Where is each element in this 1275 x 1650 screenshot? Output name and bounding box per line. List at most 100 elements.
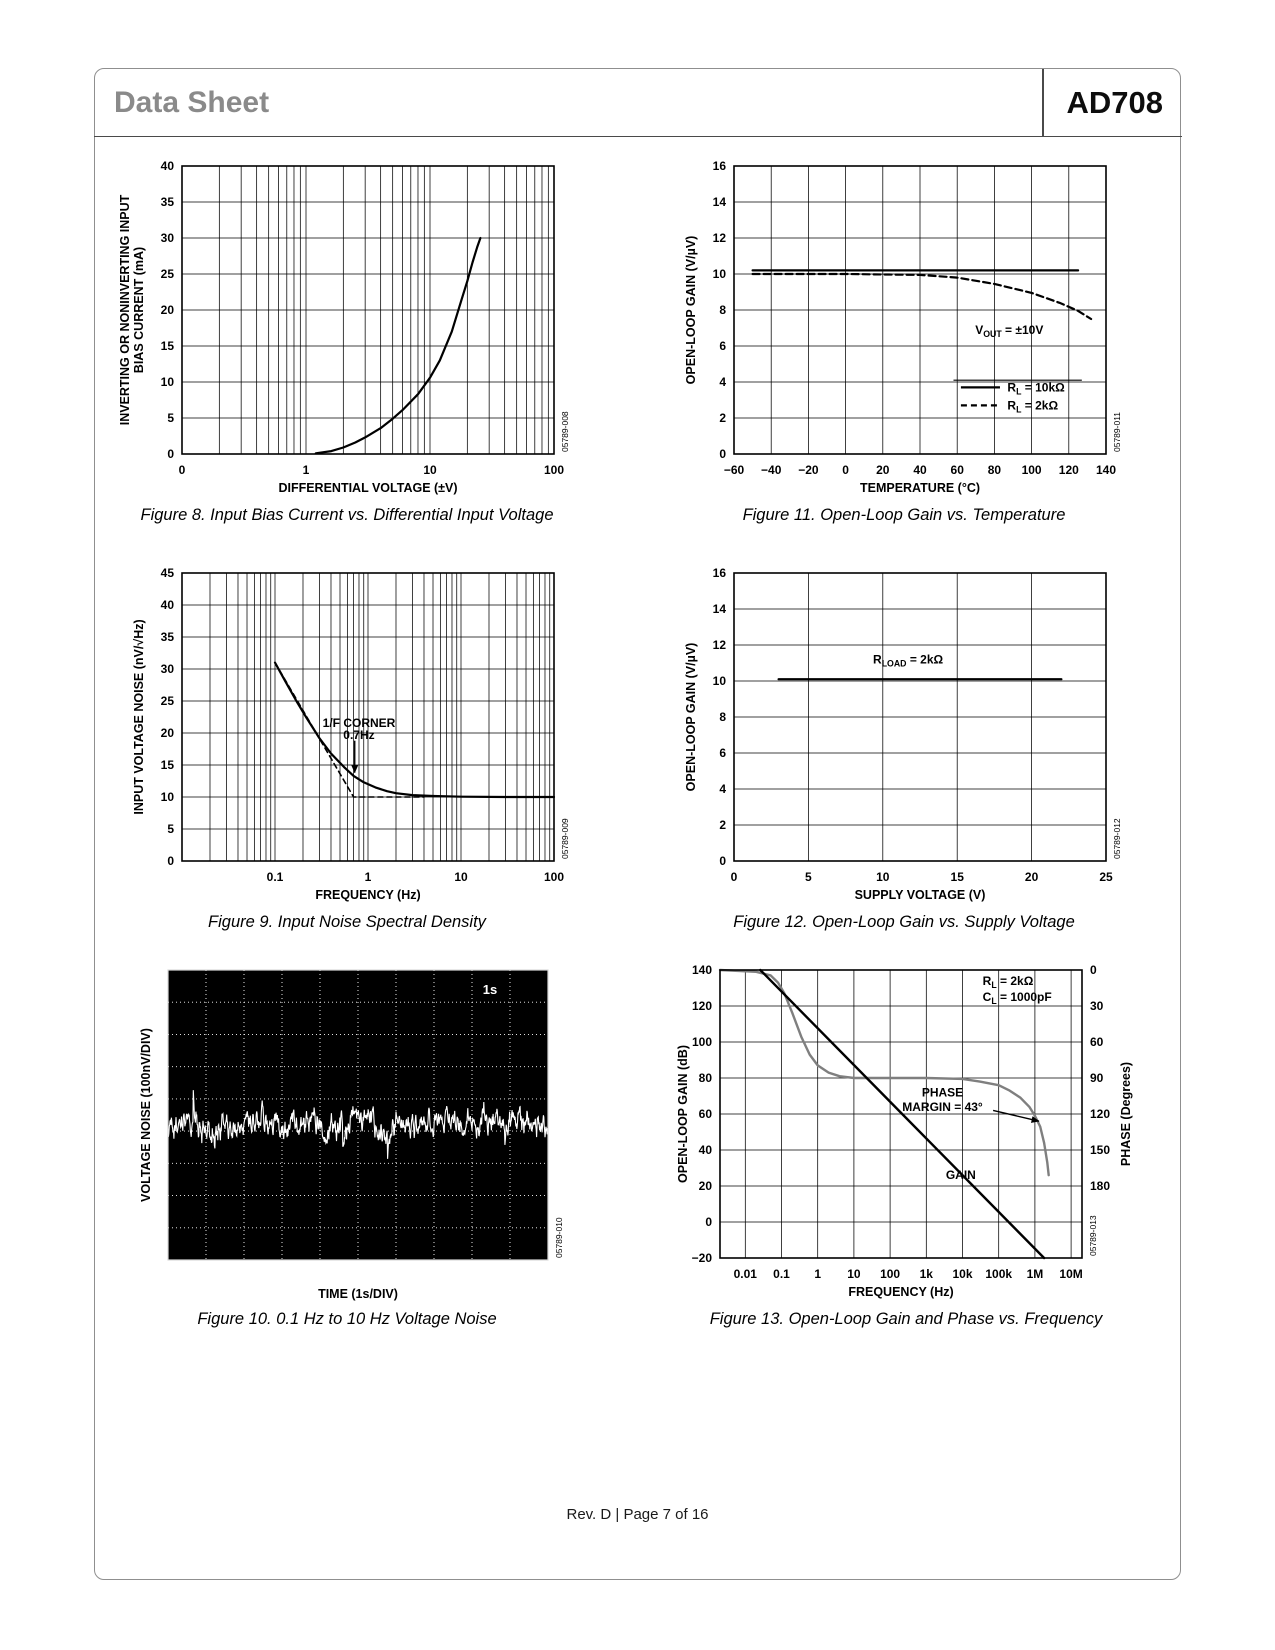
svg-text:RLOAD = 2kΩ: RLOAD = 2kΩ xyxy=(873,652,943,668)
footer-revision: Rev. D | Page 7 of 16 xyxy=(566,1506,709,1523)
svg-text:100k: 100k xyxy=(985,1267,1012,1281)
svg-text:25: 25 xyxy=(161,694,175,708)
svg-text:30: 30 xyxy=(161,231,175,245)
svg-text:RL = 10kΩ: RL = 10kΩ xyxy=(1007,380,1065,396)
svg-text:10k: 10k xyxy=(952,1267,972,1281)
svg-text:−20: −20 xyxy=(692,1251,713,1265)
svg-text:−20: −20 xyxy=(798,463,819,477)
svg-text:45: 45 xyxy=(161,566,175,580)
figure-10: 1s VOLTAGE NOISE (100nV/DIV) TIME (1s/DIV)… xyxy=(112,960,582,1329)
svg-text:40: 40 xyxy=(913,463,927,477)
svg-text:5: 5 xyxy=(167,822,174,836)
svg-text:40: 40 xyxy=(161,159,175,173)
svg-text:05789-008: 05789-008 xyxy=(560,411,570,452)
svg-text:30: 30 xyxy=(1090,999,1104,1013)
svg-text:INVERTING OR NONINVERTING INPU: INVERTING OR NONINVERTING INPUT xyxy=(118,194,132,425)
svg-text:MARGIN = 43°: MARGIN = 43° xyxy=(902,1100,983,1114)
svg-text:0: 0 xyxy=(167,447,174,461)
svg-text:0: 0 xyxy=(842,463,849,477)
svg-text:2: 2 xyxy=(719,818,726,832)
svg-text:10: 10 xyxy=(713,674,727,688)
svg-text:15: 15 xyxy=(951,870,965,884)
svg-text:10M: 10M xyxy=(1059,1267,1082,1281)
svg-text:0: 0 xyxy=(731,870,738,884)
svg-text:100: 100 xyxy=(692,1035,712,1049)
svg-text:12: 12 xyxy=(713,231,727,245)
svg-text:5: 5 xyxy=(167,411,174,425)
svg-text:GAIN: GAIN xyxy=(946,1168,976,1182)
svg-text:FREQUENCY (Hz): FREQUENCY (Hz) xyxy=(848,1285,953,1299)
figure-12: 0 5 10 15 20 25 0 2 4 6 8 10 12 14 16 SUPPLY VOLTAGE (V… xyxy=(664,563,1144,932)
svg-text:FREQUENCY (Hz): FREQUENCY (Hz) xyxy=(315,888,420,902)
svg-text:10: 10 xyxy=(423,463,437,477)
svg-text:TEMPERATURE (°C): TEMPERATURE (°C) xyxy=(860,481,980,495)
svg-text:150: 150 xyxy=(1090,1143,1110,1157)
svg-text:VOUT = ±10V: VOUT = ±10V xyxy=(975,323,1043,339)
svg-text:−60: −60 xyxy=(724,463,745,477)
figure-13-caption: Figure 13. Open-Loop Gain and Phase vs. … xyxy=(709,1310,1103,1328)
svg-text:1s: 1s xyxy=(483,982,497,997)
svg-text:OPEN-LOOP GAIN (dB): OPEN-LOOP GAIN (dB) xyxy=(676,1045,690,1183)
svg-text:120: 120 xyxy=(692,999,712,1013)
svg-text:1/F CORNER: 1/F CORNER xyxy=(323,716,396,730)
figure-13: 0.01 0.1 1 10 100 1k 10k 100k 1M 10M −20 0 20 40 60 80 1… xyxy=(656,960,1156,1329)
svg-text:60: 60 xyxy=(699,1107,713,1121)
svg-text:100: 100 xyxy=(544,463,564,477)
figure-10-scope: 1s VOLTAGE NOISE (100nV/DIV) TIME (1s/DIV)… xyxy=(139,969,564,1301)
svg-text:0.1: 0.1 xyxy=(267,870,284,884)
header-divider xyxy=(1042,69,1044,136)
figure-13-chart: 0.01 0.1 1 10 100 1k 10k 100k 1M 10M −20 0 20 40 60 80 1… xyxy=(676,963,1133,1299)
svg-text:OPEN-LOOP GAIN (V/µV): OPEN-LOOP GAIN (V/µV) xyxy=(684,236,698,385)
svg-text:10: 10 xyxy=(713,267,727,281)
svg-text:PHASE: PHASE xyxy=(922,1085,963,1099)
svg-text:RL = 2kΩ: RL = 2kΩ xyxy=(983,974,1034,990)
svg-text:90: 90 xyxy=(1090,1071,1104,1085)
svg-text:60: 60 xyxy=(1090,1035,1104,1049)
svg-text:120: 120 xyxy=(1059,463,1079,477)
svg-text:25: 25 xyxy=(1099,870,1113,884)
svg-text:100: 100 xyxy=(880,1267,900,1281)
figure-11-chart: −60 −40 −20 0 20 40 60 80 100 120 140 0 2 4 6 8 10 12 14 16… xyxy=(684,159,1122,495)
svg-text:14: 14 xyxy=(713,602,727,616)
svg-text:OPEN-LOOP GAIN (V/µV): OPEN-LOOP GAIN (V/µV) xyxy=(684,643,698,792)
svg-text:05789-010: 05789-010 xyxy=(554,1217,564,1258)
header-rule xyxy=(94,136,1182,137)
figure-12-chart: 0 5 10 15 20 25 0 2 4 6 8 10 12 14 16 SUPPLY VOLTAGE (V… xyxy=(684,566,1122,902)
svg-text:20: 20 xyxy=(699,1179,713,1193)
svg-text:15: 15 xyxy=(161,758,175,772)
svg-text:SUPPLY VOLTAGE (V): SUPPLY VOLTAGE (V) xyxy=(855,888,986,902)
figure-11: −60 −40 −20 0 20 40 60 80 100 120 140 0 2 4 6 8 10 12 14 16… xyxy=(664,156,1144,525)
svg-text:0: 0 xyxy=(167,854,174,868)
svg-text:−40: −40 xyxy=(761,463,782,477)
svg-text:4: 4 xyxy=(719,375,726,389)
svg-text:0.01: 0.01 xyxy=(734,1267,758,1281)
svg-text:TIME (1s/DIV): TIME (1s/DIV) xyxy=(318,1287,398,1301)
svg-text:140: 140 xyxy=(692,963,712,977)
svg-text:05789-013: 05789-013 xyxy=(1088,1215,1098,1256)
svg-text:RL = 2kΩ: RL = 2kΩ xyxy=(1007,398,1058,414)
figure-10-caption: Figure 10. 0.1 Hz to 10 Hz Voltage Noise xyxy=(197,1310,497,1328)
svg-text:20: 20 xyxy=(876,463,890,477)
svg-text:16: 16 xyxy=(713,566,727,580)
page-frame xyxy=(94,68,1181,1580)
svg-text:0.1: 0.1 xyxy=(773,1267,790,1281)
figure-8-caption: Figure 8. Input Bias Current vs. Differe… xyxy=(140,506,554,524)
svg-text:10: 10 xyxy=(161,375,175,389)
figure-8: 0 1 10 100 0 5 10 15 20 25 30 35 40 DIFFERENTIAL VOLT… xyxy=(112,156,582,525)
figure-9-caption: Figure 9. Input Noise Spectral Density xyxy=(208,913,486,931)
doc-type-label: Data Sheet xyxy=(114,86,270,119)
svg-text:20: 20 xyxy=(161,303,175,317)
svg-text:120: 120 xyxy=(1090,1107,1110,1121)
svg-text:0: 0 xyxy=(705,1215,712,1229)
svg-text:40: 40 xyxy=(161,598,175,612)
svg-text:10: 10 xyxy=(161,790,175,804)
svg-text:40: 40 xyxy=(699,1143,713,1157)
svg-text:20: 20 xyxy=(161,726,175,740)
part-number: AD708 xyxy=(1066,85,1164,120)
svg-text:30: 30 xyxy=(161,662,175,676)
svg-text:INPUT VOLTAGE NOISE (nV/√Hz): INPUT VOLTAGE NOISE (nV/√Hz) xyxy=(132,619,146,814)
svg-text:05789-009: 05789-009 xyxy=(560,818,570,859)
svg-text:140: 140 xyxy=(1096,463,1116,477)
svg-text:14: 14 xyxy=(713,195,727,209)
svg-text:BIAS CURRENT (mA): BIAS CURRENT (mA) xyxy=(132,247,146,373)
